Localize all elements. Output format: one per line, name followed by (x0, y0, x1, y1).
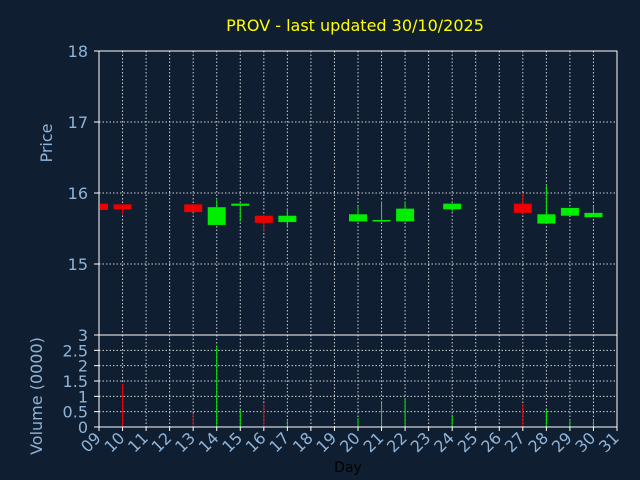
x-tick-label: 31 (595, 428, 623, 456)
x-axis-label: Day (334, 460, 362, 476)
volume-y-tick-label: 3 (78, 326, 88, 345)
volume-y-tick-labels: 00.511.522.53 (63, 326, 99, 437)
candle-body (100, 203, 108, 211)
candle-body (207, 207, 226, 225)
volume-y-tick-label: 2 (78, 357, 88, 376)
candle-body (231, 203, 250, 206)
price-y-tick-label: 17 (68, 113, 88, 132)
candle-body (396, 208, 415, 222)
volume-grid (99, 335, 617, 427)
candle-body (113, 204, 132, 210)
candle-body (443, 203, 462, 210)
price-y-tick-labels: 15 16 17 18 (68, 42, 99, 274)
candle-body (513, 203, 532, 213)
candle-body (537, 214, 556, 224)
candle-body (584, 212, 603, 218)
chart-title: PROV - last updated 30/10/2025 (226, 16, 484, 35)
price-y-tick-label: 16 (68, 184, 88, 203)
volume-bars (122, 345, 594, 427)
volume-y-tick-label: 2.5 (63, 341, 88, 360)
candle-body (560, 207, 579, 216)
volume-y-tick-label: 1 (78, 387, 88, 406)
x-tick-labels: 0910111213141516171819202122232425262728… (77, 427, 623, 456)
price-y-tick-label: 18 (68, 42, 88, 61)
price-y-tick-label: 15 (68, 255, 88, 274)
volume-y-tick-label: 0.5 (63, 403, 88, 422)
candle-body (254, 215, 273, 223)
price-axis-label: Price (37, 123, 56, 162)
volume-y-tick-label: 1.5 (63, 372, 88, 391)
volume-y-tick-label: 0 (78, 418, 88, 437)
candle-body (349, 214, 367, 222)
candle-body (278, 215, 297, 223)
candle-body (184, 204, 203, 213)
volume-axis-label: Volume (0000) (27, 337, 46, 455)
price-grid (99, 51, 617, 335)
candle-body (372, 219, 391, 222)
price-candles (98, 185, 603, 233)
